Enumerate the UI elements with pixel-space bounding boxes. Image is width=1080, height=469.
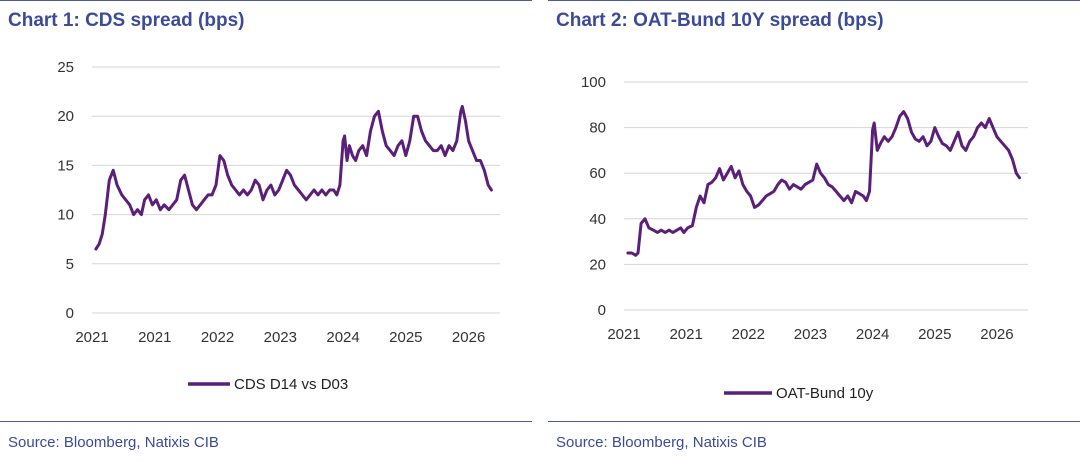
x-tick-label: 2023 [794,326,827,343]
x-tick-label: 2026 [980,326,1013,343]
x-tick-label: 2022 [201,329,234,346]
x-tick-label: 2021 [138,329,171,346]
y-tick-label: 80 [589,120,606,137]
x-tick-label: 2024 [326,329,359,346]
y-tick-label: 100 [581,74,606,91]
y-tick-label: 0 [598,302,606,319]
y-tick-label: 60 [589,165,606,182]
y-tick-label: 25 [57,59,74,76]
source-note: Source: Bloomberg, Natixis CIB [556,434,767,451]
y-tick-label: 0 [66,305,74,322]
y-tick-label: 20 [57,108,74,125]
x-tick-label: 2023 [264,329,297,346]
x-tick-label: 2021 [75,329,108,346]
chart-title: Chart 2: OAT-Bund 10Y spread (bps) [556,10,884,31]
x-tick-label: 2021 [607,326,640,343]
series-line [94,104,493,251]
series-line [626,110,1021,257]
chart-panel-oat-bund: Chart 2: OAT-Bund 10Y spread (bps) 0 20 40… [548,0,1080,469]
bottom-rule [0,421,532,422]
chart-panel-cds: Chart 1: CDS spread (bps) 0 5 10 15 20 25 2021… [0,0,532,469]
legend-label: OAT-Bund 10y [776,385,874,402]
top-rule [0,0,532,1]
source-note: Source: Bloomberg, Natixis CIB [8,434,219,451]
x-tick-label: 2025 [918,326,951,343]
x-tick-label: 2021 [669,326,702,343]
x-tick-label: 2026 [452,329,485,346]
oat-bund-spread-chart: 0 20 40 60 80 100 2021 2021 2022 2023 2024 2025 2026… [581,74,1028,402]
y-tick-label: 20 [589,256,606,273]
y-tick-label: 15 [57,157,74,174]
x-tick-label: 2022 [732,326,765,343]
bottom-rule [548,421,1080,422]
chart-title: Chart 1: CDS spread (bps) [8,10,245,31]
top-rule [548,0,1080,1]
y-tick-label: 40 [589,211,606,228]
x-tick-label: 2025 [389,329,422,346]
y-tick-label: 10 [57,207,74,224]
legend-label: CDS D14 vs D03 [234,376,348,393]
x-tick-label: 2024 [856,326,889,343]
y-tick-label: 5 [66,256,74,273]
